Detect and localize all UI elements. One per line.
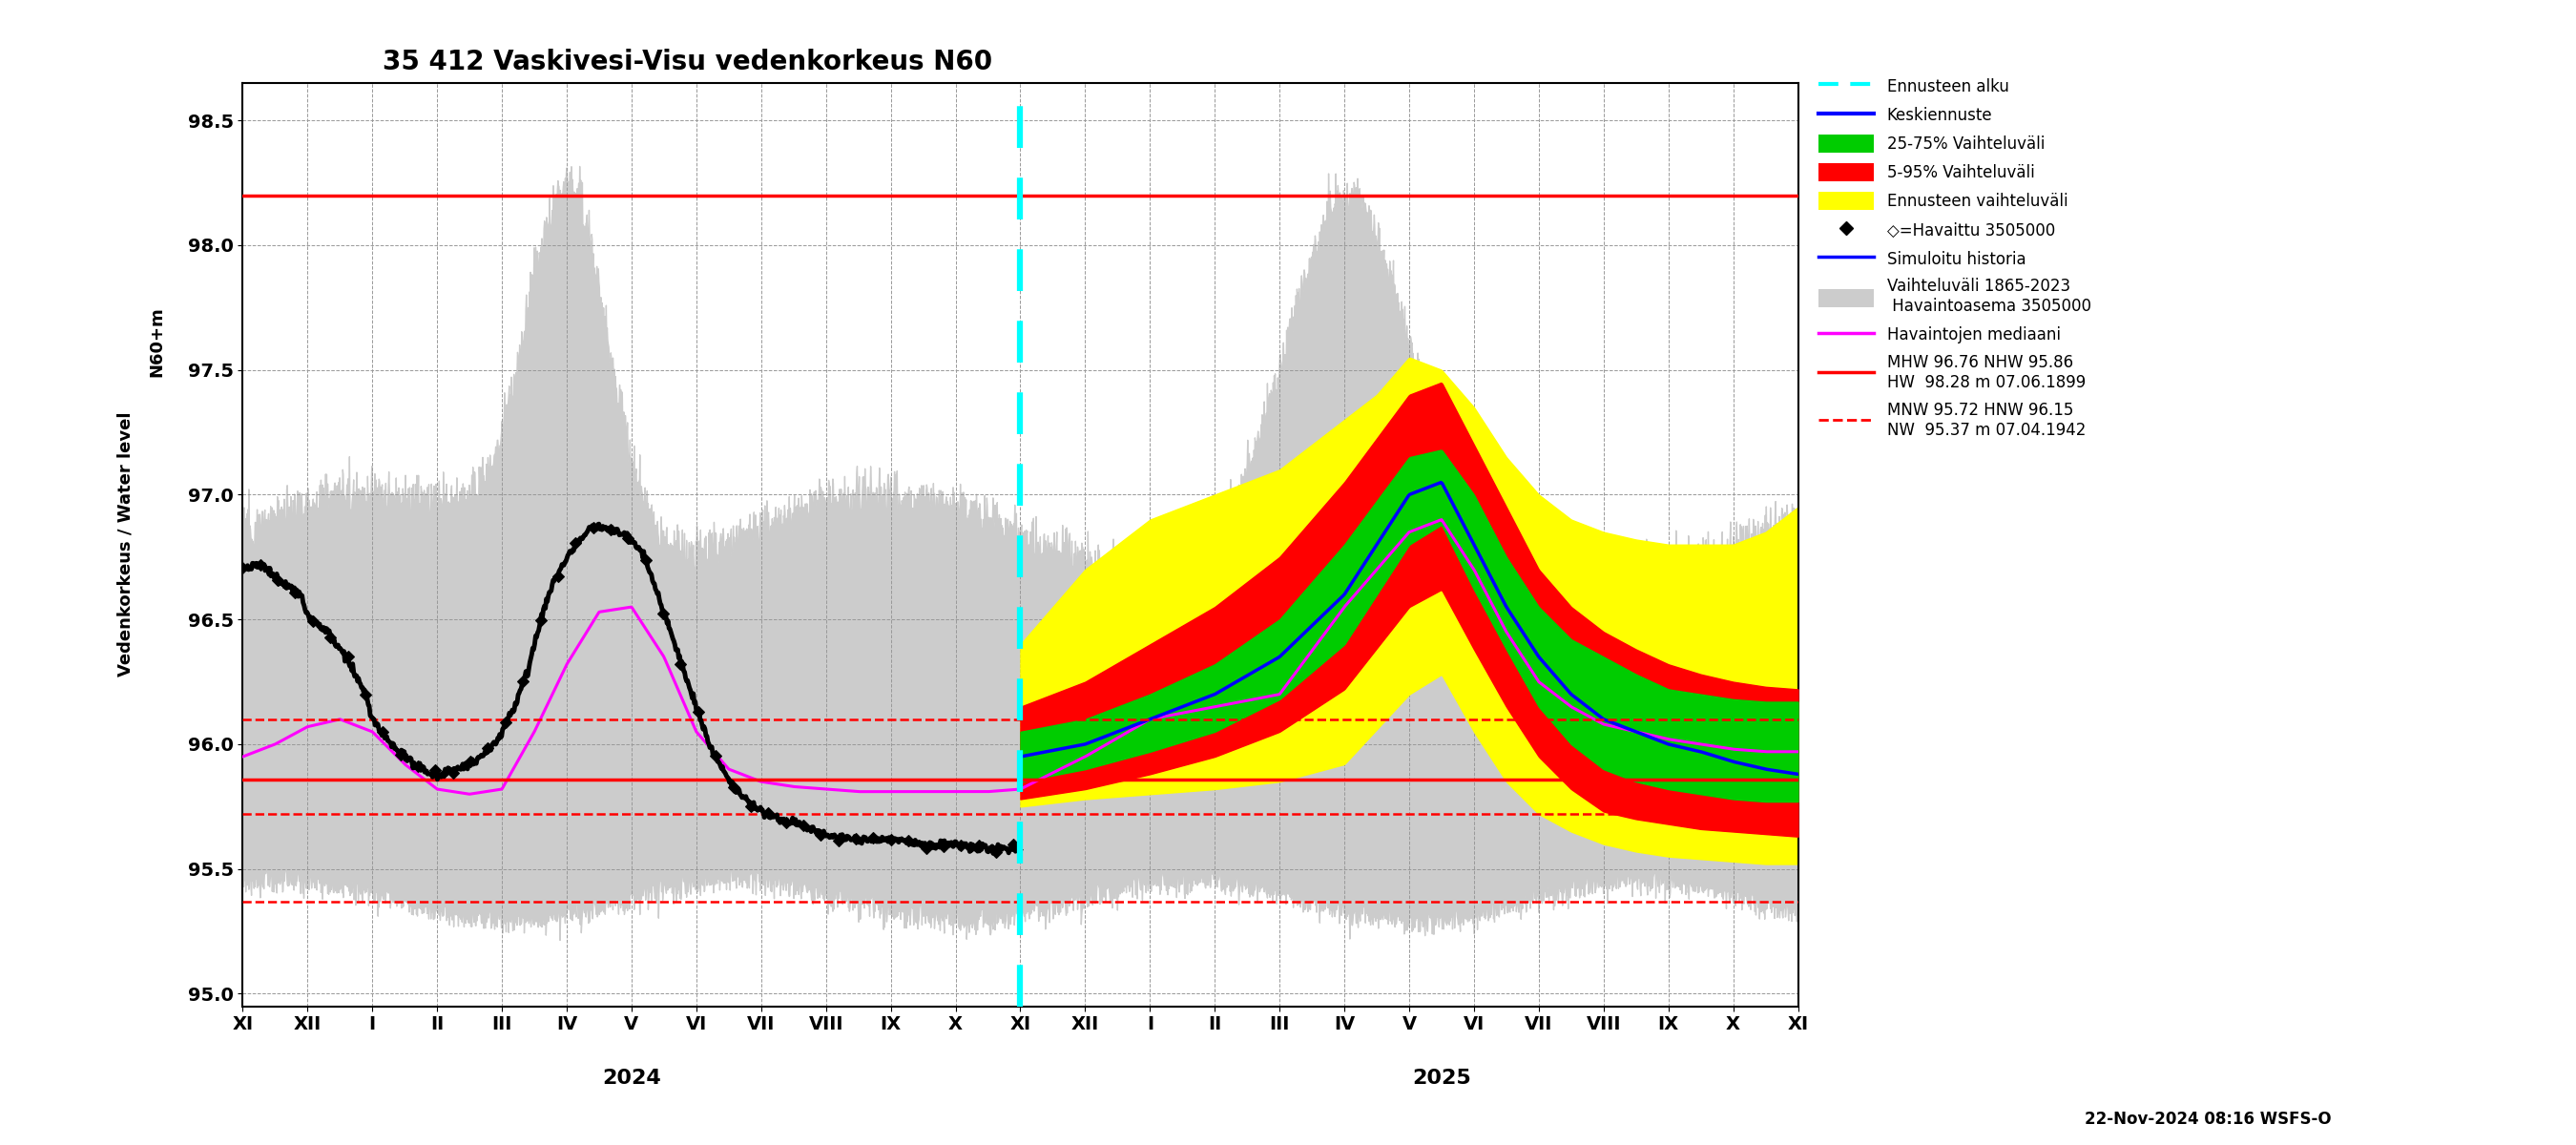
Point	[345, 686, 386, 704]
Point	[520, 611, 562, 630]
Point	[291, 611, 332, 630]
Point	[327, 647, 368, 665]
Point	[433, 764, 474, 782]
Point	[871, 831, 912, 850]
Point	[677, 702, 719, 720]
Point	[415, 761, 456, 780]
Text: N60+m: N60+m	[149, 306, 165, 377]
Point	[590, 520, 631, 538]
Point	[835, 829, 876, 847]
Point	[626, 551, 667, 569]
Point	[714, 779, 755, 797]
Point	[451, 752, 492, 771]
Point	[641, 605, 683, 623]
Point	[258, 571, 299, 590]
Point	[747, 804, 788, 822]
Point	[309, 629, 350, 647]
Point	[817, 831, 858, 850]
Point	[466, 739, 507, 757]
Point	[659, 655, 701, 673]
Point	[992, 835, 1033, 853]
Legend: Ennusteen alku, Keskiennuste, 25-75% Vaihteluväli, 5-95% Vaihteluväli, Ennusteen: Ennusteen alku, Keskiennuste, 25-75% Vai…	[1814, 72, 2097, 443]
Point	[363, 722, 404, 741]
Text: 2025: 2025	[1412, 1068, 1471, 1088]
Point	[397, 757, 438, 775]
Point	[554, 534, 595, 552]
Point	[696, 747, 737, 765]
Point	[379, 745, 420, 764]
Point	[904, 839, 945, 858]
Point	[729, 797, 770, 815]
Point	[222, 559, 263, 577]
Point	[502, 672, 544, 690]
Point	[276, 583, 317, 601]
Point	[240, 555, 281, 574]
Point	[484, 713, 526, 732]
Point	[801, 826, 842, 844]
Point	[940, 836, 981, 854]
Point	[922, 837, 963, 855]
Point	[889, 831, 930, 850]
Point	[976, 843, 1018, 861]
Point	[608, 529, 649, 547]
Point	[958, 836, 999, 854]
Point	[538, 567, 580, 585]
Point	[783, 816, 824, 835]
Y-axis label: Vedenkorkeus / Water level: Vedenkorkeus / Water level	[118, 412, 134, 677]
Point	[572, 518, 613, 536]
Text: 22-Nov-2024 08:16 WSFS-O: 22-Nov-2024 08:16 WSFS-O	[2084, 1111, 2331, 1128]
Text: 35 412 Vaskivesi-Visu vedenkorkeus N60: 35 412 Vaskivesi-Visu vedenkorkeus N60	[384, 48, 992, 76]
Text: 2024: 2024	[603, 1068, 662, 1088]
Point	[765, 814, 806, 832]
Point	[853, 829, 894, 847]
